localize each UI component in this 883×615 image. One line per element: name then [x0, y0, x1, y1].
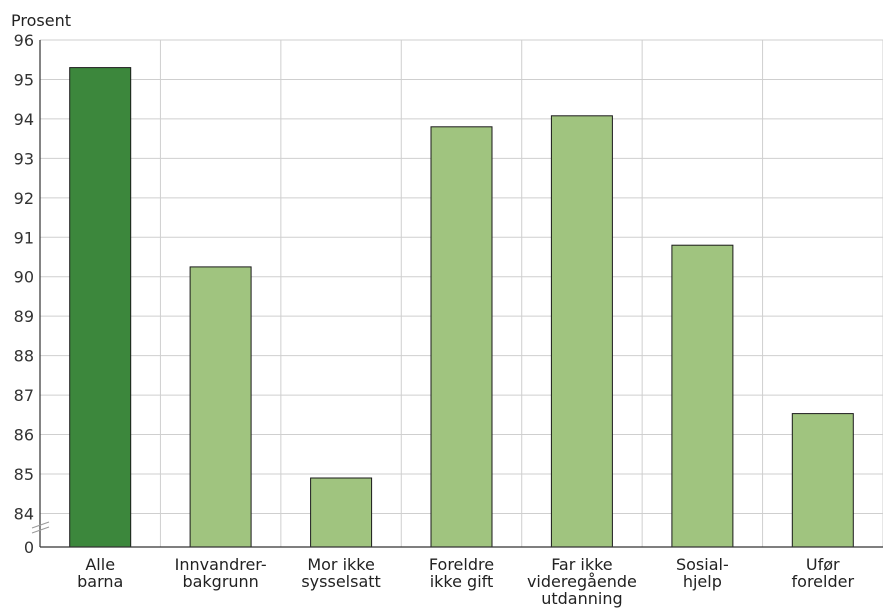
y-tick-label: 95 — [14, 70, 34, 89]
x-category-label: Sosial-hjelp — [676, 555, 729, 591]
y-tick-label: 92 — [14, 189, 34, 208]
x-category-label-line: Alle — [85, 555, 115, 574]
x-category-label-line: videregående — [527, 572, 637, 591]
x-category-label-line: Mor ikke — [307, 555, 375, 574]
axes — [31, 40, 883, 548]
bars — [69, 67, 854, 548]
x-category-label-line: ikke gift — [430, 572, 494, 591]
bar — [189, 266, 252, 548]
x-category-labels: Alle barna Innvandrer-bakgrunn Mor ikke syss… — [77, 555, 854, 608]
x-category-label-line: utdanning — [541, 589, 622, 608]
bar — [791, 413, 854, 548]
x-category-label: Innvandrer-bakgrunn — [175, 555, 267, 591]
y-tick-label: 94 — [14, 110, 34, 129]
x-category-label-line: Far ikke — [551, 555, 612, 574]
bar — [310, 477, 373, 548]
y-tick-label: 93 — [14, 149, 34, 168]
y-axis-unit-label: Prosent — [11, 11, 71, 30]
y-tick-label: 84 — [14, 504, 34, 523]
x-category-label-line: sysselsatt — [301, 572, 380, 591]
y-tick-labels: 84 85 86 87 88 89 90 91 92 93 94 95 96 0 — [14, 31, 34, 557]
axis-break-mark — [31, 526, 50, 534]
y-tick-label: 89 — [14, 307, 34, 326]
y-tick-label: 90 — [14, 268, 34, 287]
y-baseline-label: 0 — [24, 538, 34, 557]
x-category-label-line: Sosial- — [676, 555, 729, 574]
x-category-label-line: Foreldre — [429, 555, 494, 574]
x-category-label-line: bakgrunn — [182, 572, 258, 591]
y-tick-label: 86 — [14, 426, 34, 445]
y-tick-label: 88 — [14, 347, 34, 366]
x-category-label: Far ikke videregående utdanning — [527, 555, 637, 608]
x-category-label: Mor ikke sysselsatt — [301, 555, 380, 591]
y-tick-label: 91 — [14, 228, 34, 247]
x-category-label-line: Innvandrer- — [175, 555, 267, 574]
bar — [671, 244, 734, 548]
x-category-label-line: barna — [77, 572, 123, 591]
axis-break-mark — [31, 521, 50, 529]
x-category-label: Alle barna — [77, 555, 123, 591]
x-category-label: Foreldre ikke gift — [429, 555, 494, 591]
bar — [550, 115, 613, 548]
y-tick-label: 87 — [14, 386, 34, 405]
x-category-label: Ufør forelder — [792, 555, 855, 591]
bar — [69, 67, 132, 548]
x-category-label-line: hjelp — [683, 572, 722, 591]
bar — [430, 126, 493, 548]
y-tick-label: 96 — [14, 31, 34, 50]
y-tick-label: 85 — [14, 465, 34, 484]
x-category-label-line: forelder — [792, 572, 855, 591]
x-category-label-line: Ufør — [806, 555, 840, 574]
